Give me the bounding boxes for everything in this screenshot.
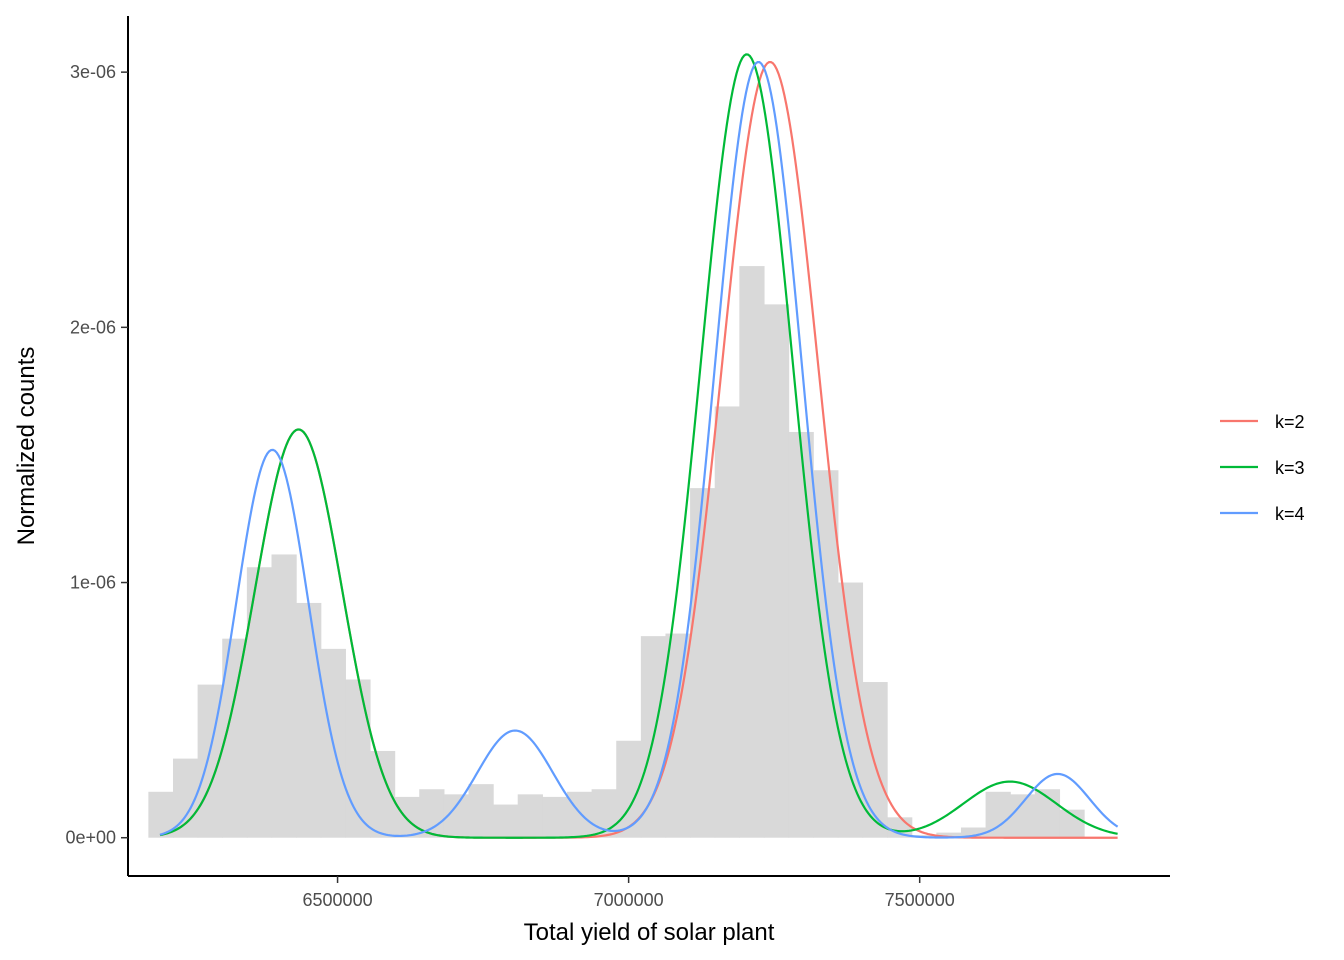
histogram-bar <box>714 406 740 838</box>
axes <box>127 16 1170 877</box>
y-tick-label: 2e-06 <box>70 317 116 337</box>
legend-label: k=2 <box>1275 412 1305 432</box>
histogram-bar <box>566 791 593 838</box>
histogram-bar <box>345 679 371 838</box>
x-axis-title: Total yield of solar plant <box>524 919 775 946</box>
legend-label: k=4 <box>1275 504 1305 524</box>
histogram-bar <box>296 602 322 838</box>
x-tick-label: 6500000 <box>303 890 373 910</box>
y-tick-label: 1e-06 <box>70 573 116 593</box>
histogram-bar <box>394 796 420 838</box>
histogram-bar <box>517 794 543 838</box>
series-line-k4 <box>159 60 1119 839</box>
legend-label: k=3 <box>1275 458 1305 478</box>
histogram-bar <box>222 638 248 838</box>
series-line-k3 <box>159 53 1118 839</box>
histogram-bar <box>419 789 445 838</box>
histogram-bar <box>246 567 273 838</box>
histogram-bar <box>271 554 297 838</box>
histogram-bar <box>542 796 568 838</box>
histogram-bar <box>788 431 814 838</box>
x-tick-label: 7000000 <box>594 890 664 910</box>
histogram-bar <box>739 266 765 838</box>
legend: k=2 k=3 k=4 <box>1220 412 1305 524</box>
ticks: 6500000 7000000 7500000 0e+00 1e-06 2e-06 3e-0… <box>65 62 954 910</box>
histogram-bar <box>936 832 962 838</box>
x-tick-label: 7500000 <box>885 890 955 910</box>
histogram-bar <box>468 784 494 838</box>
y-tick-label: 3e-06 <box>70 62 116 82</box>
histogram-bar <box>493 804 519 838</box>
y-axis-title: Normalized counts <box>13 347 40 546</box>
plot-area <box>148 53 1119 839</box>
histogram-bar <box>763 304 790 838</box>
histogram-bar <box>960 827 987 838</box>
y-tick-label: 0e+00 <box>65 828 116 848</box>
